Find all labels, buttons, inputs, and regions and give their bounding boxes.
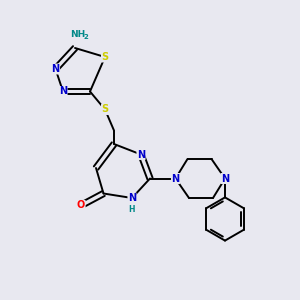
Text: H: H [128, 205, 135, 214]
Text: 2: 2 [84, 34, 88, 40]
Text: S: S [101, 104, 109, 115]
Text: O: O [77, 200, 85, 211]
Text: N: N [59, 86, 67, 97]
Text: N: N [137, 149, 145, 160]
Text: N: N [51, 64, 60, 74]
Text: N: N [221, 173, 229, 184]
Text: NH: NH [70, 30, 86, 39]
Text: N: N [128, 193, 136, 203]
Text: S: S [101, 52, 109, 62]
Text: N: N [171, 173, 180, 184]
